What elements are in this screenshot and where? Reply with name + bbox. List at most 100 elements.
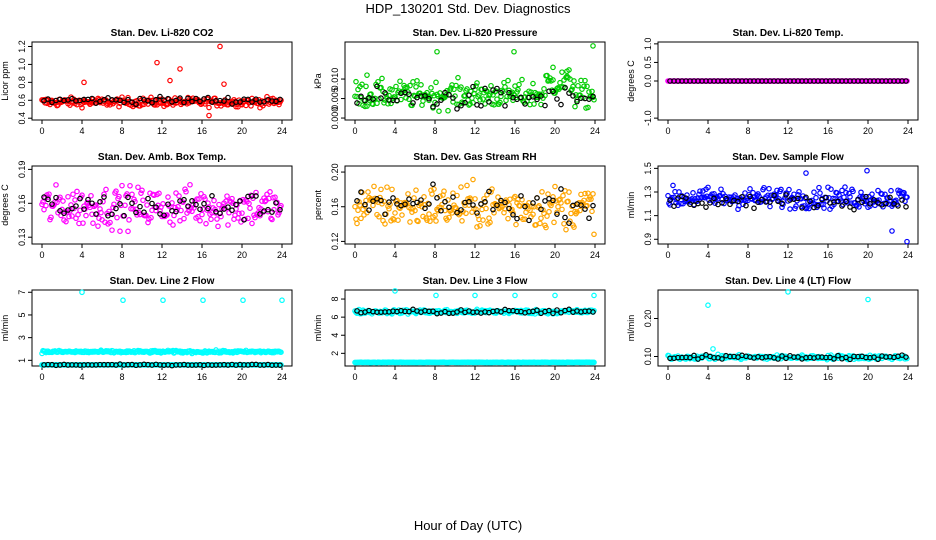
data-point: [482, 85, 488, 92]
data-point: [578, 202, 584, 208]
data-point: [796, 188, 802, 195]
data-point: [386, 199, 392, 205]
data-point: [433, 79, 439, 86]
data-point: [414, 78, 420, 84]
data-point: [751, 205, 757, 212]
data-point: [879, 191, 885, 197]
data-point: [430, 103, 436, 110]
y-tick-label: 0.5: [643, 56, 653, 69]
data-point: [199, 211, 205, 218]
y-tick-label: 7: [17, 290, 27, 295]
data-point: [164, 212, 170, 218]
data-point: [249, 99, 255, 105]
data-point: [727, 201, 733, 208]
panel-4: Stan. Dev. Amb. Box Temp. degrees C 0 4 8 12 1…: [0, 152, 293, 260]
data-point: [418, 197, 424, 203]
data-point: [569, 86, 575, 93]
y-tick-label: 0.005: [330, 87, 340, 110]
data-point: [539, 189, 545, 195]
panel-5: Stan. Dev. Gas Stream RH percent 0 4 8 12 16 20…: [313, 152, 606, 260]
data-point: [57, 207, 63, 214]
data-point: [173, 190, 179, 196]
x-tick-label: 16: [823, 250, 833, 260]
data-point: [904, 194, 910, 200]
outlier-point: [434, 48, 440, 55]
data-point: [117, 228, 123, 235]
data-point: [354, 100, 360, 106]
outlier-point: [511, 48, 517, 55]
data-point: [531, 101, 537, 107]
data-point: [498, 93, 504, 100]
y-tick-label: 0.20: [330, 163, 340, 181]
x-tick-label: 8: [745, 250, 750, 260]
data-point: [671, 203, 677, 209]
data-point: [414, 199, 420, 206]
x-tick-label: 24: [277, 250, 287, 260]
data-point: [278, 97, 284, 104]
outlier-point: [217, 43, 223, 50]
data-point: [89, 200, 95, 207]
x-tick-label: 8: [745, 372, 750, 382]
x-tick-label: 20: [237, 250, 247, 260]
data-point: [403, 95, 409, 101]
outlier-point: [392, 288, 398, 294]
data-point: [135, 184, 141, 191]
x-tick-label: 12: [157, 126, 167, 136]
data-point: [249, 220, 255, 227]
data-point: [786, 186, 792, 193]
y-tick-label: 1.5: [643, 162, 653, 175]
data-point: [353, 216, 359, 222]
data-point: [684, 192, 690, 198]
outlier-point: [81, 79, 87, 86]
data-point: [482, 199, 488, 205]
data-point: [165, 194, 171, 200]
data-point: [69, 213, 75, 219]
data-point: [841, 194, 847, 201]
data-point: [806, 205, 812, 212]
data-point: [793, 203, 799, 209]
data-point: [48, 214, 54, 221]
data-point: [450, 194, 456, 200]
data-point: [707, 200, 713, 206]
data-point: [887, 194, 893, 201]
data-point: [765, 192, 771, 199]
panel-title: Stan. Dev. Line 3 Flow: [423, 276, 528, 287]
series-colored: [352, 176, 597, 238]
data-point: [117, 201, 123, 207]
data-point: [278, 349, 284, 355]
x-tick-label: 8: [432, 372, 437, 382]
data-point: [185, 95, 191, 102]
data-point: [101, 191, 107, 198]
series-black: [667, 78, 909, 84]
data-point: [438, 97, 444, 103]
data-point: [761, 184, 767, 191]
data-point: [446, 204, 452, 211]
outlier-point: [552, 292, 558, 299]
data-point: [441, 188, 447, 195]
data-point: [354, 220, 360, 227]
data-point: [690, 190, 696, 196]
data-point: [436, 108, 442, 115]
data-point: [382, 89, 388, 96]
data-point: [41, 194, 47, 200]
data-point: [518, 94, 524, 101]
data-point: [494, 85, 500, 92]
panel-title: Stan. Dev. Li-820 Pressure: [413, 28, 538, 39]
data-point: [428, 85, 434, 91]
data-point: [497, 99, 503, 106]
data-point: [397, 205, 403, 212]
data-point: [45, 196, 51, 203]
data-point: [422, 92, 428, 99]
data-point: [61, 210, 67, 217]
data-point: [863, 193, 869, 200]
data-point: [395, 217, 401, 223]
panel-2: Stan. Dev. Li-820 Pressure kPa 0 4 8 12 16 20 24…: [313, 28, 606, 136]
data-point: [125, 96, 131, 103]
data-point: [472, 196, 478, 202]
panel-title: Stan. Dev. Gas Stream RH: [413, 152, 536, 163]
data-point: [165, 95, 171, 102]
x-tick-label: 24: [903, 250, 913, 260]
data-point: [586, 215, 592, 222]
y-axis-label: ml/min: [626, 192, 636, 219]
data-point: [799, 205, 805, 211]
